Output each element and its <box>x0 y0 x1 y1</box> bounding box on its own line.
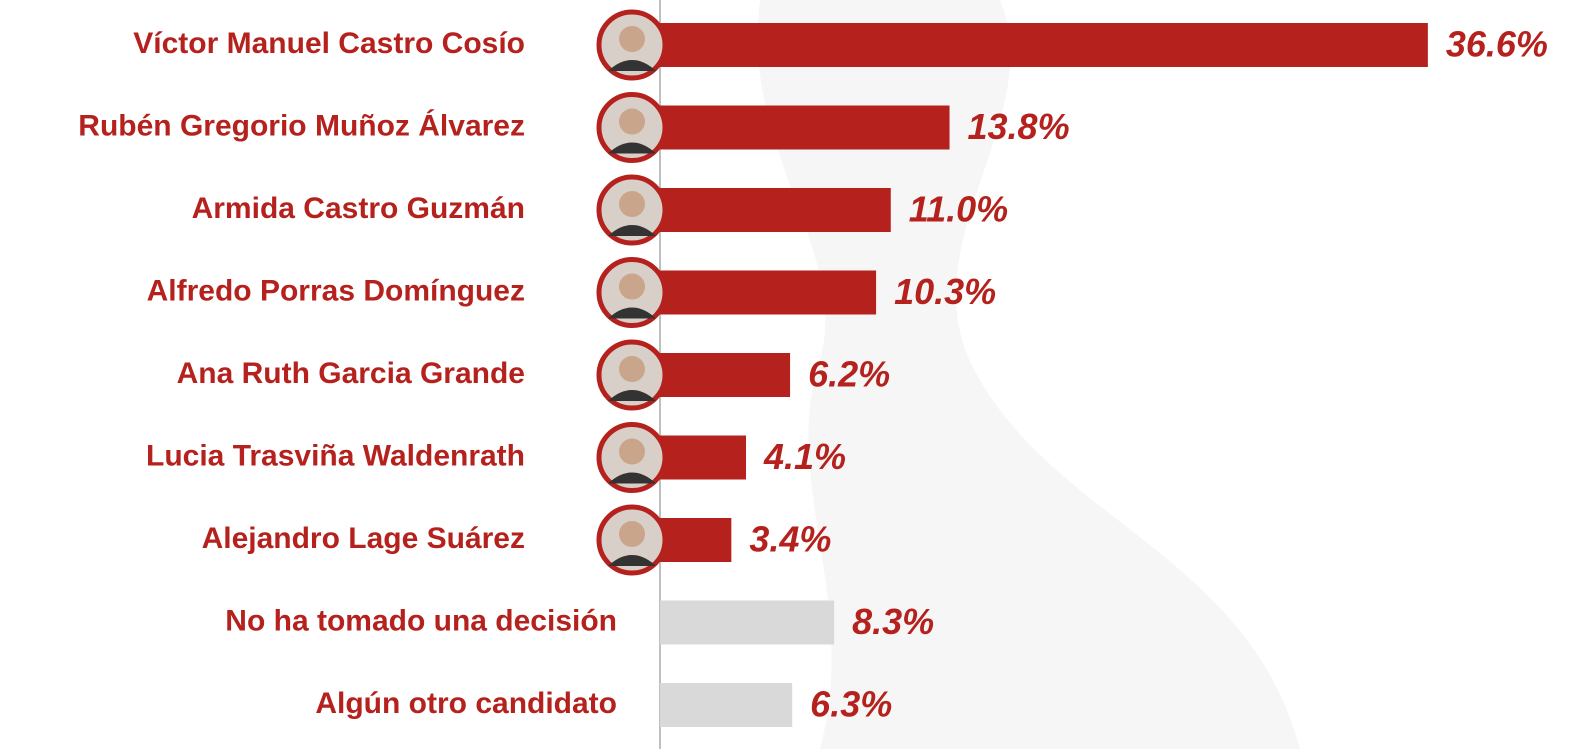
value-label: 11.0% <box>909 189 1008 230</box>
photo-head <box>619 108 645 135</box>
value-label: 6.2% <box>808 354 890 395</box>
photo-head <box>619 521 645 547</box>
category-label: Lucia Trasviña Waldenrath <box>146 439 525 472</box>
category-label: Armida Castro Guzmán <box>192 192 525 225</box>
bar <box>660 683 793 727</box>
category-label: No ha tomado una decisión <box>225 604 617 637</box>
photo-body <box>608 390 656 401</box>
photo-head <box>619 26 645 52</box>
photo-body <box>608 307 656 319</box>
value-label: 4.1% <box>763 436 846 477</box>
background-map <box>757 0 1300 749</box>
photo-body <box>608 225 656 236</box>
value-label: 8.3% <box>852 601 934 642</box>
value-label: 13.8% <box>968 106 1070 147</box>
category-label: Rubén Gregorio Muñoz Álvarez <box>78 108 525 142</box>
bar <box>660 105 950 150</box>
photo-head <box>619 438 645 465</box>
photo-head <box>619 191 645 217</box>
photo-body <box>608 142 656 154</box>
photo-head <box>619 273 645 300</box>
category-label: Alfredo Porras Domínguez <box>147 274 525 307</box>
category-label: Víctor Manuel Castro Cosío <box>133 27 525 60</box>
category-label: Alejandro Lage Suárez <box>202 522 525 555</box>
bar <box>660 188 891 232</box>
bar <box>660 600 835 645</box>
category-label: Algún otro candidato <box>315 687 617 720</box>
value-label: 6.3% <box>810 684 892 725</box>
photo-body <box>608 472 656 484</box>
bar <box>660 435 747 480</box>
bar <box>660 270 877 315</box>
category-label: Ana Ruth Garcia Grande <box>177 357 525 390</box>
bar <box>660 353 791 397</box>
bar <box>660 518 732 562</box>
photo-head <box>619 356 645 382</box>
photo-body <box>608 60 656 71</box>
bar <box>660 23 1428 67</box>
value-label: 10.3% <box>894 271 996 312</box>
value-label: 36.6% <box>1446 24 1548 65</box>
value-label: 3.4% <box>749 519 831 560</box>
photo-body <box>608 555 656 566</box>
